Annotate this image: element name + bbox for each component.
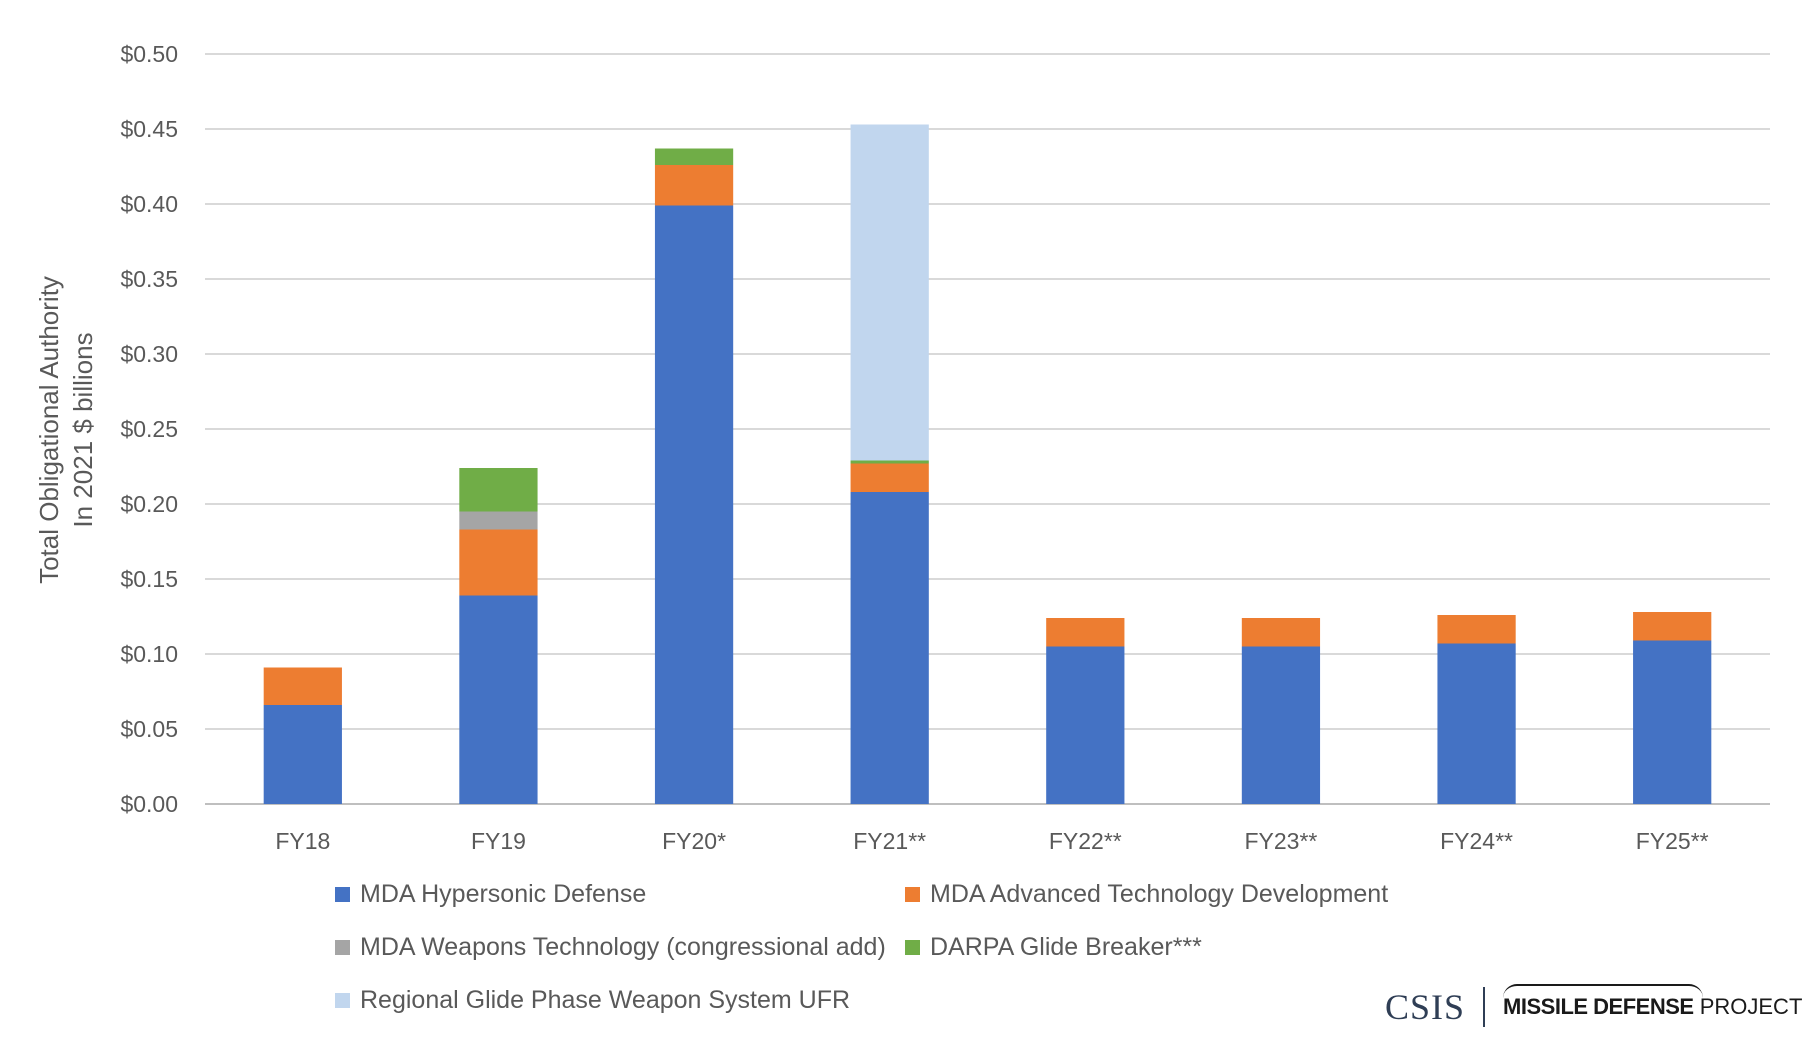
csis-wordmark: CSIS — [1385, 987, 1466, 1027]
legend-label: MDA Hypersonic Defense — [360, 880, 647, 908]
project-name-bold: MISSILE DEFENSE — [1503, 994, 1694, 1019]
bar-segment — [459, 468, 538, 512]
bar-segment — [654, 165, 734, 206]
y-tick-label: $0.15 — [120, 566, 178, 592]
x-tick-label: FY19 — [471, 828, 526, 854]
bar-segment — [1437, 643, 1516, 804]
legend-item-weapons-technology: MDA Weapons Technology (congressional ad… — [335, 933, 886, 962]
logo-separator — [1483, 987, 1486, 1027]
legend-item-advanced-technology: MDA Advanced Technology Development — [905, 880, 1388, 909]
legend-label: Regional Glide Phase Weapon System UFR — [360, 986, 851, 1014]
x-tick-label: FY18 — [275, 828, 330, 854]
logo-arc-icon — [1503, 984, 1704, 998]
bars — [263, 124, 1712, 804]
bar-segment — [1046, 618, 1125, 647]
y-tick-label: $0.20 — [120, 491, 178, 517]
bar-segment — [459, 511, 538, 530]
legend-swatch — [335, 993, 350, 1008]
y-tick-label: $0.45 — [120, 116, 178, 142]
x-tick-label: FY25** — [1636, 828, 1709, 854]
bar-segment — [1633, 640, 1712, 804]
bar-segment — [1633, 612, 1712, 641]
x-tick-label: FY22** — [1049, 828, 1122, 854]
bar-segment — [1241, 646, 1321, 804]
bar-segment — [459, 529, 538, 596]
x-tick-label: FY21** — [853, 828, 926, 854]
y-tick-label: $0.25 — [120, 416, 178, 442]
x-tick-label: FY23** — [1245, 828, 1318, 854]
x-tick-label: FY20* — [662, 828, 726, 854]
bar-segment — [654, 205, 734, 804]
y-tick-label: $0.05 — [120, 716, 178, 742]
gridlines — [205, 53, 1770, 805]
y-tick-label: $0.00 — [120, 791, 178, 817]
y-tick-labels: $0.00 $0.05 $0.10 $0.15 $0.20 $0.25 $0.30 $0.35… — [120, 41, 178, 817]
bar-segment — [263, 705, 342, 804]
legend-label: DARPA Glide Breaker*** — [930, 933, 1202, 961]
y-tick-label: $0.40 — [120, 191, 178, 217]
y-tick-label: $0.30 — [120, 341, 178, 367]
bar-segment — [850, 492, 929, 804]
legend-swatch — [905, 940, 920, 955]
legend-swatch — [335, 887, 350, 902]
csis-missile-defense-project-logo: CSIS MISSILE DEFENSE PROJECT — [1385, 984, 1803, 1029]
project-name-rest: PROJECT — [1693, 994, 1803, 1019]
x-tick-labels: FY18 FY19 FY20* FY21** FY22** FY23** FY24** FY2… — [275, 828, 1708, 854]
bar-segment — [850, 463, 929, 492]
bar-segment — [459, 595, 538, 804]
legend-swatch — [335, 940, 350, 955]
legend: MDA Hypersonic Defense MDA Advanced Tech… — [335, 880, 1435, 1040]
legend-label: MDA Advanced Technology Development — [930, 880, 1389, 908]
bar-segment — [263, 667, 342, 705]
legend-item-regional-glide-phase: Regional Glide Phase Weapon System UFR — [335, 986, 850, 1015]
bar-segment — [850, 124, 929, 461]
y-tick-label: $0.10 — [120, 641, 178, 667]
missile-defense-project-wordmark: MISSILE DEFENSE PROJECT — [1503, 984, 1803, 1020]
bar-segment — [654, 148, 734, 165]
bar-segment — [850, 460, 929, 464]
legend-swatch — [905, 887, 920, 902]
y-axis-label-line1: Total Obligational Authority — [34, 276, 64, 584]
bar-segment — [1241, 618, 1321, 647]
y-tick-label: $0.35 — [120, 266, 178, 292]
legend-item-hypersonic-defense: MDA Hypersonic Defense — [335, 880, 646, 909]
bar-segment — [1437, 615, 1516, 644]
legend-item-glide-breaker: DARPA Glide Breaker*** — [905, 933, 1202, 962]
legend-label: MDA Weapons Technology (congressional ad… — [360, 933, 886, 961]
x-tick-label: FY24** — [1440, 828, 1513, 854]
bar-segment — [1046, 646, 1125, 804]
y-tick-label: $0.50 — [120, 41, 178, 67]
y-axis-label-line2: In 2021 $ billions — [68, 332, 98, 527]
